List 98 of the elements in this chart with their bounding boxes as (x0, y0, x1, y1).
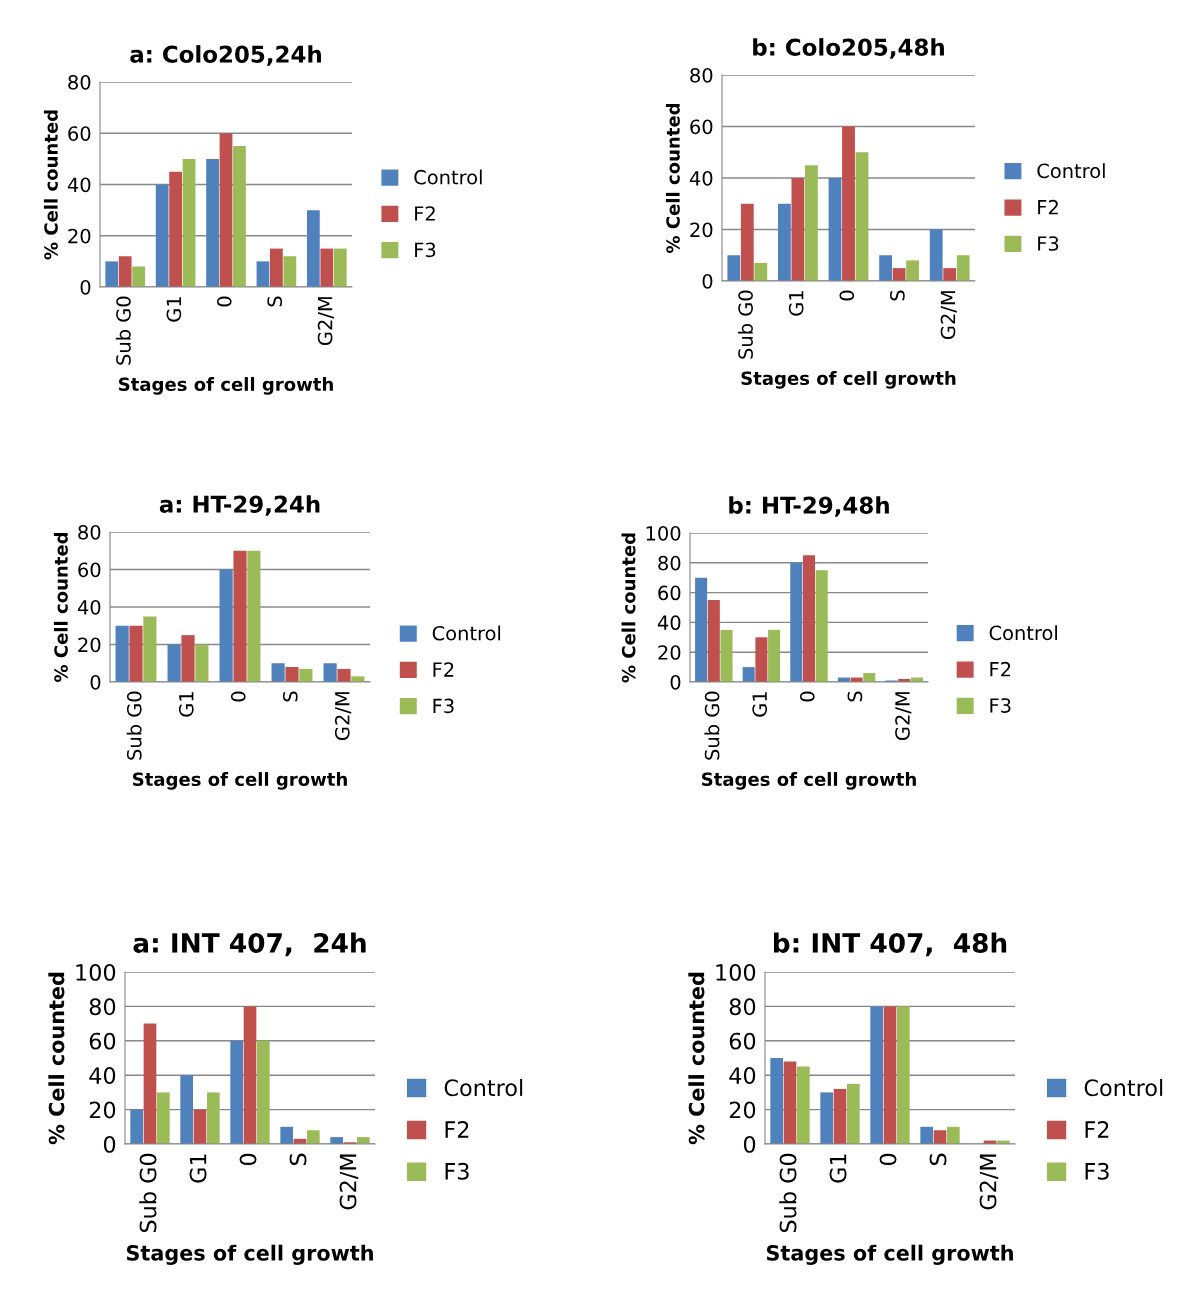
x-tick-label: G2/M (895, 692, 912, 741)
x-axis-title: Stages of cell growth (119, 377, 333, 395)
y-axis-title: % Cell counted (665, 103, 680, 253)
chart-title: a: HT-29,24h (159, 495, 320, 516)
x-tick-label: Sub G0 (126, 691, 142, 760)
y-tick-label: 20 (690, 222, 713, 238)
x-tick-label: Sub G0 (115, 296, 131, 365)
y-tick-label: 20 (78, 637, 101, 653)
legend-label: Control (432, 625, 501, 641)
x-tick-label: S (890, 290, 905, 301)
x-tick-label: G1 (189, 1154, 207, 1183)
legend-label: F2 (445, 1121, 469, 1138)
y-tick-label: 80 (68, 74, 91, 90)
x-tick-label: G1 (788, 291, 804, 316)
x-axis-title: Stages of cell growth (126, 1244, 373, 1265)
x-tick-label: G2/M (334, 692, 352, 741)
y-tick-label: 60 (68, 126, 91, 141)
y-axis-title: % Cell counted (688, 972, 705, 1145)
legend-label: F2 (415, 206, 435, 221)
x-tick-label: 0 (879, 1153, 897, 1166)
y-tick-label: 20 (68, 228, 91, 244)
y-axis-title: % Cell counted (48, 972, 65, 1145)
x-tick-label: G2/M (339, 1154, 359, 1210)
y-tick-label: 40 (729, 1067, 756, 1085)
legend-label: Control (444, 1078, 523, 1097)
y-axis-title: % Cell counted (621, 533, 636, 683)
y-tick-label: 60 (78, 562, 101, 578)
chart-title: a: INT 407, 24h (133, 932, 366, 957)
y-tick-label: 100 (76, 963, 116, 981)
x-tick-label: Sub G0 (779, 1153, 797, 1233)
y-tick-label: 0 (743, 1135, 756, 1153)
y-tick-label: 100 (716, 963, 756, 981)
x-tick-label: S (929, 1153, 947, 1166)
legend-label: F3 (1085, 1162, 1109, 1180)
x-tick-label: 0 (216, 296, 232, 307)
legend-label: F2 (1038, 199, 1058, 215)
x-tick-label: S (267, 296, 283, 307)
x-tick-label: G2/M (940, 291, 957, 340)
y-tick-label: 20 (89, 1101, 116, 1119)
y-tick-label: 80 (729, 998, 756, 1016)
x-tick-label: S (289, 1153, 307, 1166)
x-tick-label: S (847, 691, 863, 702)
x-axis-title: Stages of cell growth (741, 371, 956, 389)
y-tick-label: 80 (78, 524, 101, 540)
x-tick-label: S (282, 691, 298, 702)
y-tick-label: 100 (646, 525, 681, 541)
x-axis-title: Stages of cell growth (766, 1244, 1013, 1265)
legend-label: Control (1084, 1078, 1163, 1097)
chart-title: b: INT 407, 48h (774, 932, 1007, 957)
y-tick-label: 60 (89, 1032, 116, 1050)
y-tick-label: 40 (657, 615, 681, 631)
chart-title: a: Colo205,24h (130, 45, 321, 66)
x-axis-title: Stages of cell growth (133, 772, 347, 790)
y-tick-label: 20 (658, 645, 681, 660)
x-tick-label: G2/M (317, 297, 334, 346)
x-tick-label: 0 (230, 691, 246, 702)
y-tick-label: 40 (67, 177, 91, 193)
chart-title: b: Colo205,48h (753, 38, 944, 59)
y-tick-label: 80 (690, 67, 713, 83)
y-tick-label: 0 (90, 674, 101, 690)
chart-title: b: HT-29,48h (729, 496, 889, 517)
y-tick-label: 40 (77, 599, 101, 615)
legend-label: F3 (415, 242, 436, 258)
y-tick-label: 0 (103, 1135, 116, 1153)
legend-label: Control (414, 169, 482, 185)
x-tick-label: Sub G0 (139, 1153, 157, 1233)
y-tick-label: 60 (729, 1032, 756, 1050)
y-tick-label: 20 (729, 1101, 756, 1119)
x-axis-title: Stages of cell growth (702, 772, 916, 790)
x-tick-label: G1 (166, 297, 182, 322)
legend-label: F3 (1038, 236, 1059, 251)
x-tick-label: 0 (839, 290, 855, 301)
legend-label: F2 (433, 662, 454, 677)
y-tick-label: 40 (689, 170, 713, 186)
x-tick-label: Sub G0 (704, 691, 720, 760)
x-tick-label: G1 (752, 692, 768, 717)
y-tick-label: 60 (690, 119, 713, 135)
legend-label: F2 (1085, 1121, 1109, 1138)
x-tick-label: 0 (799, 691, 815, 702)
legend-label: F2 (990, 661, 1011, 677)
x-tick-label: G1 (178, 692, 194, 717)
y-tick-label: 80 (89, 998, 116, 1016)
x-tick-label: Sub G0 (737, 290, 753, 359)
y-tick-label: 0 (702, 273, 713, 289)
y-tick-label: 80 (658, 555, 681, 571)
y-tick-label: 40 (89, 1067, 116, 1085)
y-axis-title: % Cell counted (43, 110, 58, 260)
y-tick-label: 0 (670, 674, 681, 690)
x-tick-label: 0 (239, 1153, 257, 1166)
y-axis-title: % Cell counted (53, 532, 68, 682)
legend-label: F3 (433, 698, 454, 714)
y-tick-label: 60 (658, 585, 681, 601)
x-tick-label: G2/M (979, 1154, 999, 1210)
legend-label: Control (989, 625, 1057, 641)
legend-label: F3 (990, 698, 1011, 713)
legend-label: F3 (445, 1162, 469, 1180)
legend-label: Control (1037, 163, 1105, 179)
x-tick-label: G1 (829, 1154, 847, 1183)
